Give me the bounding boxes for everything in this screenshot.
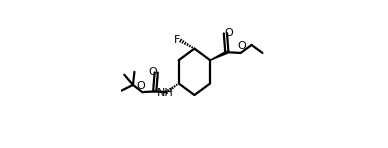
Text: F: F bbox=[174, 35, 180, 45]
Text: NH: NH bbox=[156, 88, 173, 98]
Text: O: O bbox=[224, 28, 233, 38]
Polygon shape bbox=[210, 51, 227, 60]
Text: O: O bbox=[149, 67, 158, 77]
Text: O: O bbox=[137, 81, 146, 91]
Text: O: O bbox=[237, 41, 246, 51]
